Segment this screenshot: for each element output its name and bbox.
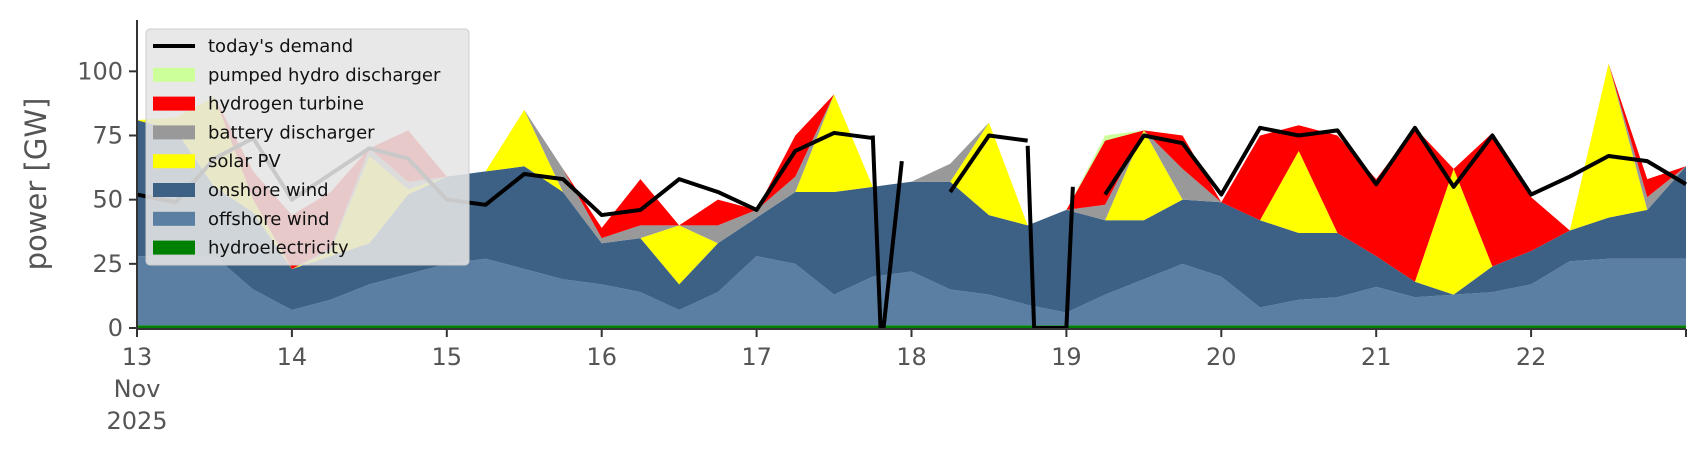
area-solar-pv — [137, 63, 1686, 295]
legend-label: onshore wind — [208, 180, 329, 201]
legend-label: battery discharger — [208, 122, 375, 143]
x-tick-label: 19 — [1051, 343, 1082, 371]
x-tick-label: 2025 — [106, 407, 167, 435]
x-tick-label: 18 — [896, 343, 927, 371]
x-tick-label: 22 — [1516, 343, 1547, 371]
x-tick-label: 13 — [122, 343, 153, 371]
area-hydroelectricity — [137, 325, 1686, 328]
y-tick-label: 100 — [77, 57, 123, 85]
legend-swatch-onshore-wind — [153, 183, 195, 197]
legend-box — [145, 28, 470, 266]
axes: 0 25 50 75 100 13 Nov 2025 14 15 16 17 18 19 20 21 22 pow… — [19, 20, 1687, 435]
legend-label: pumped hydro discharger — [208, 65, 441, 86]
legend-swatch-pumped-hydro-discharger — [153, 67, 195, 82]
y-axis-title: power [GW] — [19, 98, 53, 271]
area-onshore-wind — [137, 120, 1686, 313]
legend-swatch-hydroelectricity — [153, 240, 195, 255]
x-tick-label: 16 — [586, 343, 617, 371]
legend-swatch-battery-discharger — [153, 125, 195, 140]
legend: today's demand pumped hydro discharger hyd… — [145, 28, 470, 266]
legend-label: hydrogen turbine — [208, 94, 364, 115]
legend-label: solar PV — [208, 151, 281, 172]
x-tick-label: 15 — [432, 343, 463, 371]
legend-label: offshore wind — [208, 209, 330, 230]
demand-line-segment — [948, 133, 1028, 194]
legend-swatch-solar-pv — [153, 154, 195, 169]
x-tick-label: 21 — [1361, 343, 1392, 371]
legend-swatch-offshore-wind — [153, 211, 195, 226]
x-tick-label: Nov — [114, 375, 161, 403]
x-tick-label: 14 — [277, 343, 308, 371]
y-tick-label: 75 — [92, 122, 123, 150]
y-tick-label: 25 — [92, 250, 123, 278]
area-offshore-wind — [137, 256, 1686, 326]
legend-label: today's demand — [208, 36, 353, 57]
demand-line-segment — [1103, 125, 1688, 197]
legend-swatch-hydrogen-turbine — [153, 96, 195, 111]
x-tick-label: 17 — [741, 343, 772, 371]
legend-label: hydroelectricity — [208, 238, 349, 259]
y-tick-label: 50 — [92, 186, 123, 214]
x-tick-label: 20 — [1206, 343, 1237, 371]
y-tick-label: 0 — [108, 314, 123, 342]
